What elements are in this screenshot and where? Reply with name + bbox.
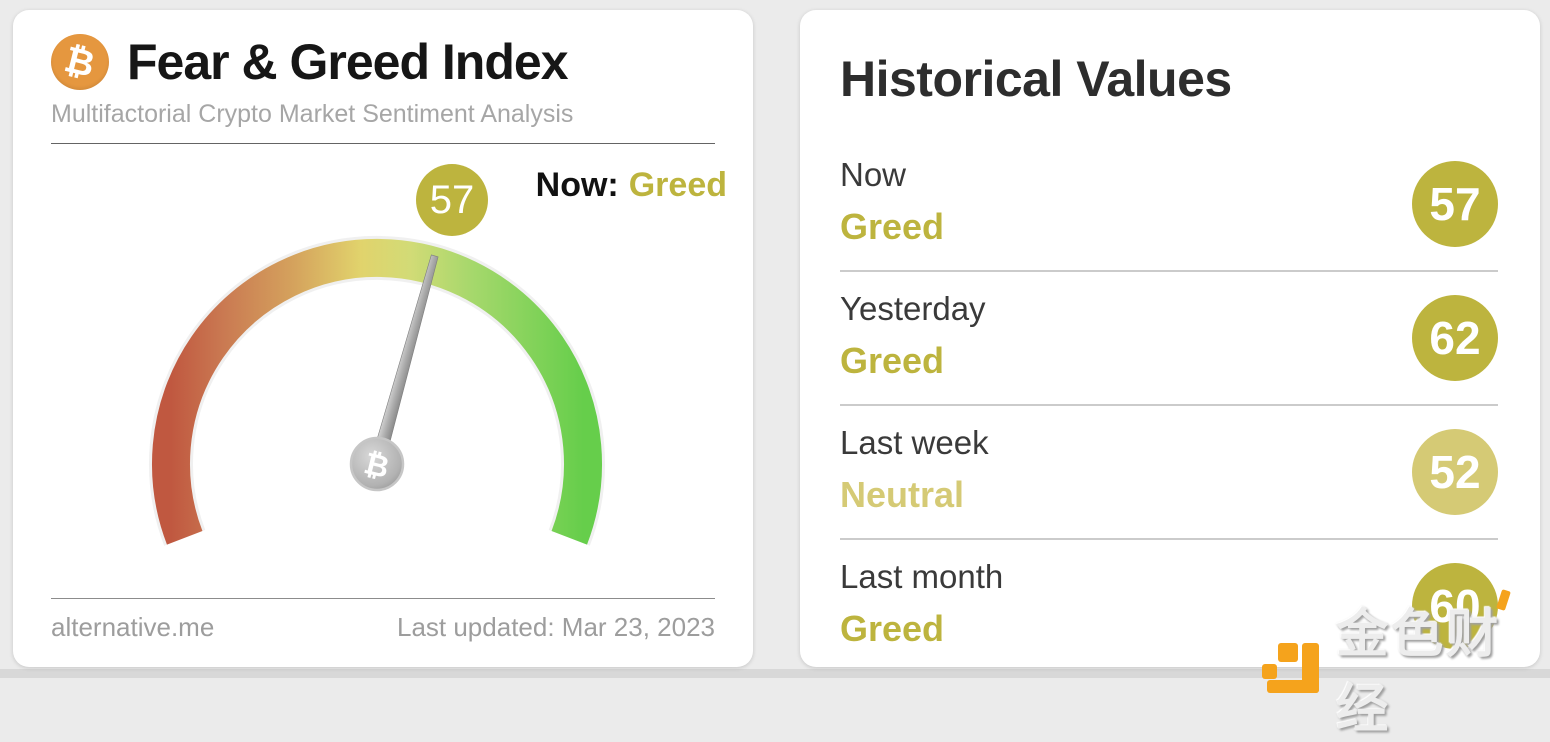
history-row-last-week: Last week Neutral 52 <box>840 406 1498 540</box>
fear-greed-header: ₿ Fear & Greed Index Multifactorial Cryp… <box>13 10 753 129</box>
row-value-badge: 52 <box>1412 429 1498 515</box>
source-link[interactable]: alternative.me <box>51 612 215 642</box>
bitcoin-icon: ₿ <box>51 34 109 90</box>
page-title: Fear & Greed Index <box>127 33 568 90</box>
jinse-finance-watermark: 金色财经 <box>1262 589 1550 742</box>
jinse-logo-icon <box>1262 632 1322 702</box>
historical-values-card: Historical Values Now Greed 57 Yesterday… <box>800 10 1540 667</box>
row-sentiment: Greed <box>840 340 945 381</box>
gauge-arc <box>152 239 602 545</box>
bitcoin-glyph: ₿ <box>60 39 100 86</box>
row-sentiment: Greed <box>840 206 945 247</box>
row-value-badge: 62 <box>1412 295 1498 381</box>
row-label: Last month <box>840 558 1004 595</box>
history-row-last-month: Last month Greed 60 <box>840 540 1498 672</box>
gauge-pivot <box>349 436 405 492</box>
history-row-now: Now Greed 57 <box>840 138 1498 272</box>
now-sentiment: Greed <box>628 166 727 204</box>
gauge-chart: ₿ <box>149 236 605 546</box>
gauge-value-badge: 57 <box>416 164 488 236</box>
row-label: Now <box>840 156 907 193</box>
now-label: Now: <box>535 166 619 204</box>
jinse-wordmark: 金色财经 <box>1336 589 1550 742</box>
history-row-yesterday: Yesterday Greed 62 <box>840 272 1498 406</box>
header-divider <box>51 143 715 144</box>
fear-greed-card: ₿ Fear & Greed Index Multifactorial Cryp… <box>13 10 753 667</box>
gauge-needle <box>369 254 439 469</box>
gauge-needle-group <box>369 254 439 469</box>
row-value-badge: 57 <box>1412 161 1498 247</box>
last-updated-text: Last updated: Mar 23, 2023 <box>396 612 715 642</box>
row-sentiment: Neutral <box>840 474 965 515</box>
row-value-badge: 60 <box>1412 563 1498 649</box>
row-label: Yesterday <box>840 290 986 327</box>
jinse-wordmark-text: 金色财经 <box>1336 606 1502 739</box>
row-label: Last week <box>840 424 989 461</box>
gauge-area: ₿ 57 Now: Greed <box>13 144 753 598</box>
card-footer: alternative.me Last updated: Mar 23, 202… <box>51 598 715 643</box>
page-subtitle: Multifactorial Crypto Market Sentiment A… <box>51 100 574 128</box>
row-sentiment: Greed <box>840 608 945 649</box>
now-indicator: Now: Greed <box>536 166 727 205</box>
historical-values-title: Historical Values <box>840 51 1232 107</box>
jinse-tick-icon <box>1496 589 1512 611</box>
